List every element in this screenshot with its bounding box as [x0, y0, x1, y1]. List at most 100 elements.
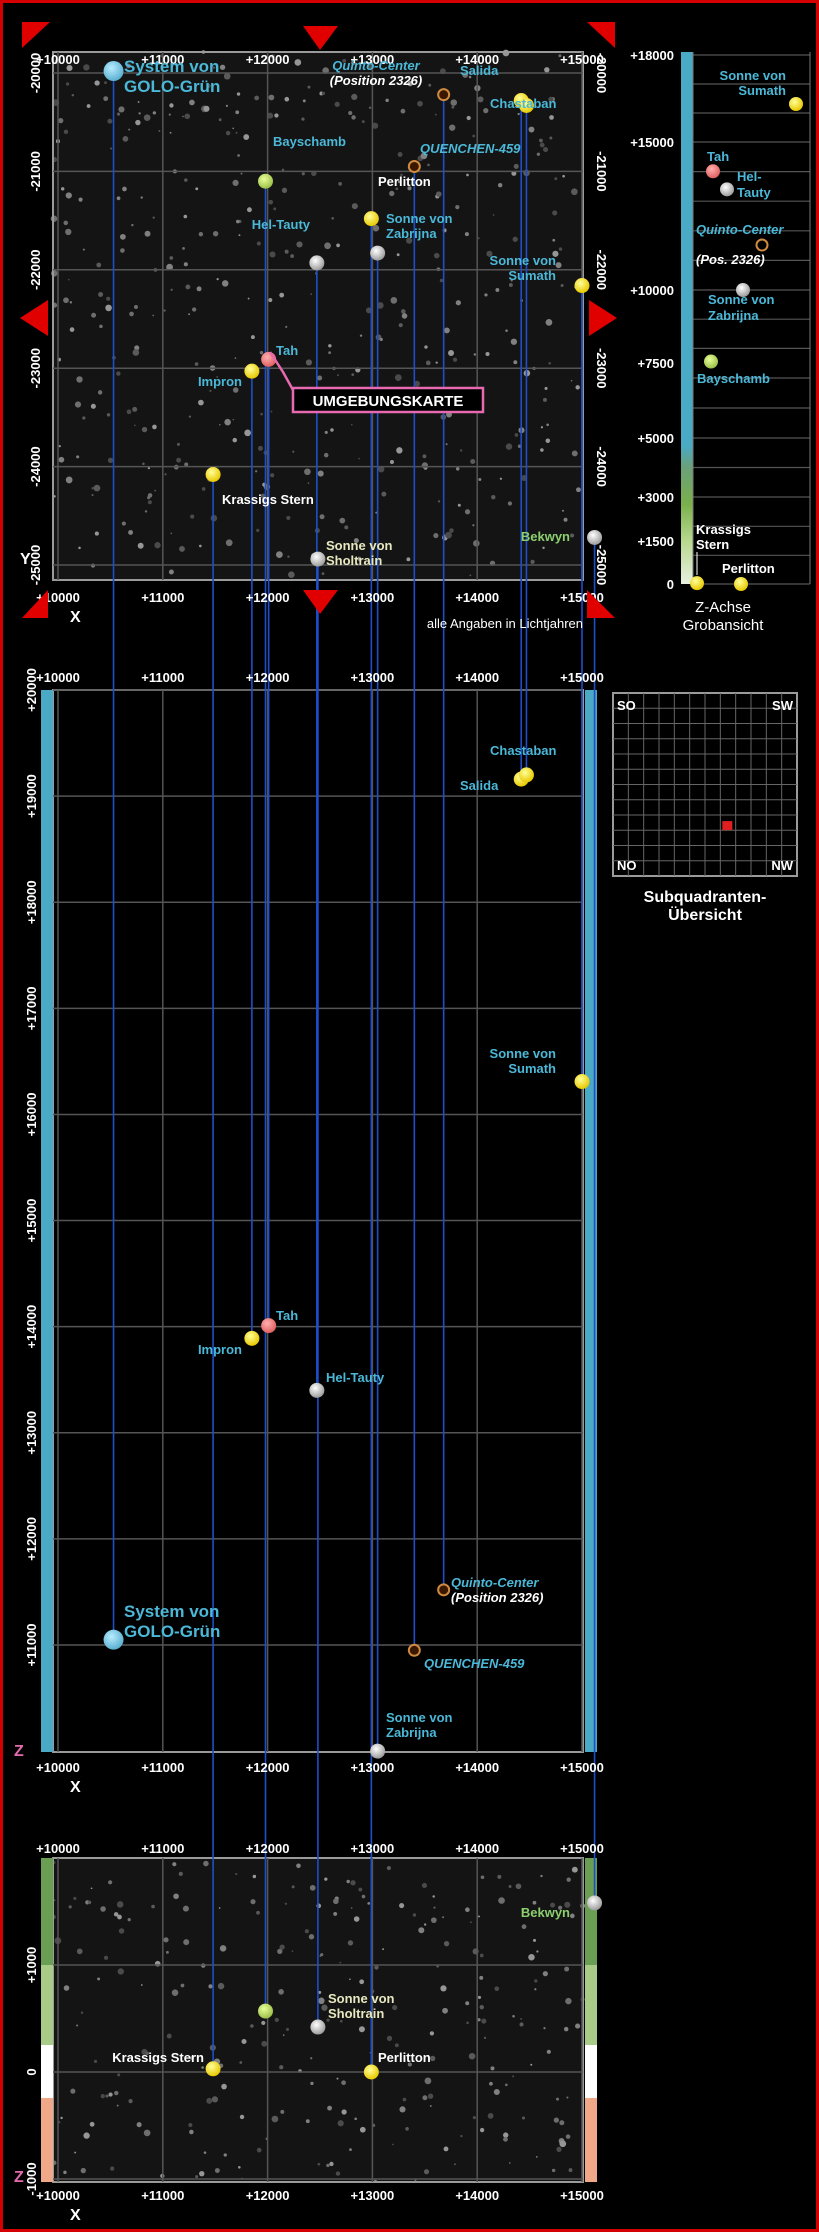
background-star — [284, 1902, 288, 1905]
star-heltauty — [309, 255, 325, 271]
background-star — [562, 174, 565, 178]
background-star — [91, 312, 97, 318]
background-star — [108, 2092, 113, 2097]
background-star — [334, 101, 340, 107]
background-star — [93, 2059, 98, 2063]
label-golo: System von — [124, 1602, 219, 1621]
background-star — [134, 345, 140, 351]
background-star — [367, 1902, 371, 1905]
middle-x-tick-top: +11000 — [141, 670, 184, 685]
middle-x-tick-top: +10000 — [36, 670, 80, 685]
background-star — [571, 188, 578, 196]
background-star — [91, 486, 95, 490]
background-star — [235, 1873, 238, 1876]
star-bayschamb — [258, 2003, 274, 2019]
background-star — [63, 2170, 67, 2175]
background-star — [322, 67, 329, 74]
background-star — [545, 438, 551, 443]
middle-z-tick: +18000 — [24, 880, 39, 924]
background-star — [346, 1879, 350, 1884]
background-star — [120, 248, 125, 253]
background-star — [117, 1968, 124, 1975]
background-star — [559, 2140, 567, 2148]
background-star — [58, 444, 61, 448]
background-star — [423, 2169, 430, 2175]
background-star — [137, 542, 144, 549]
background-star — [194, 362, 199, 366]
background-star — [448, 350, 455, 357]
background-star — [70, 2088, 76, 2094]
background-star — [308, 1934, 315, 1940]
bottom-x-tick-top: +15000 — [560, 1841, 604, 1856]
middle-z-tick: +20000 — [24, 668, 39, 712]
background-star — [198, 231, 204, 237]
background-star — [493, 2089, 500, 2096]
background-star — [121, 521, 126, 526]
overview-label-sumath: Sonne von — [720, 68, 787, 83]
background-star — [78, 546, 81, 550]
background-star — [127, 1917, 131, 1922]
background-star — [455, 467, 460, 471]
label-bekwyn: Bekwyn — [521, 529, 570, 544]
background-star — [427, 2093, 434, 2099]
background-star — [279, 1944, 285, 1950]
overview-label-quinto: Quinto-Center — [696, 222, 784, 237]
star-perlitton — [363, 2064, 379, 2080]
background-star — [575, 2023, 581, 2029]
background-star — [321, 91, 326, 96]
background-star — [189, 2129, 194, 2135]
background-star — [221, 280, 229, 287]
label-sumath: Sonne von — [490, 253, 557, 268]
background-star — [114, 2090, 119, 2096]
top-y-tick-right: -21000 — [594, 151, 609, 191]
background-star — [225, 130, 231, 136]
background-star — [239, 2061, 243, 2064]
bottom-x-tick-bottom: +10000 — [36, 2188, 80, 2203]
background-star — [209, 389, 212, 393]
background-star — [385, 98, 389, 103]
middle-x-tick-bottom: +14000 — [455, 1760, 499, 1775]
background-star — [530, 559, 535, 565]
background-star — [190, 514, 195, 519]
background-star — [336, 2077, 339, 2080]
label-tah: Tah — [276, 1308, 298, 1323]
background-star — [421, 462, 429, 469]
background-star — [521, 474, 528, 481]
background-star — [256, 1910, 260, 1915]
background-star — [206, 2097, 213, 2104]
background-star — [321, 2004, 328, 2011]
top-x-axis-label: X — [70, 609, 81, 626]
background-star — [470, 458, 476, 465]
background-star — [513, 360, 518, 365]
label-sumath: Sumath — [508, 268, 556, 283]
background-star — [571, 1866, 578, 1873]
background-star — [140, 1984, 143, 1986]
background-star — [135, 119, 141, 126]
background-star — [270, 54, 275, 59]
label-bayschamb: Bayschamb — [273, 134, 346, 149]
background-star — [261, 2020, 266, 2026]
background-star — [301, 172, 305, 176]
background-star — [335, 2171, 341, 2176]
background-star — [534, 1979, 538, 1983]
background-star — [358, 457, 360, 460]
background-star — [234, 357, 237, 360]
background-star — [451, 105, 455, 109]
background-star — [143, 114, 151, 122]
background-star — [154, 489, 157, 492]
background-star — [350, 1880, 356, 1886]
background-star — [290, 254, 295, 258]
background-star — [138, 112, 141, 115]
background-star — [201, 487, 206, 491]
background-star — [487, 2113, 494, 2119]
background-star — [169, 256, 174, 260]
bottom-z-bar-right — [585, 1965, 597, 2045]
middle-x-tick-top: +13000 — [351, 670, 395, 685]
overview-label-krassig: Krassigs — [696, 522, 751, 537]
background-star — [236, 92, 241, 96]
background-star — [505, 443, 513, 450]
background-star — [163, 1937, 169, 1943]
background-star — [182, 1905, 189, 1912]
background-star — [131, 223, 134, 227]
background-star — [333, 544, 336, 547]
